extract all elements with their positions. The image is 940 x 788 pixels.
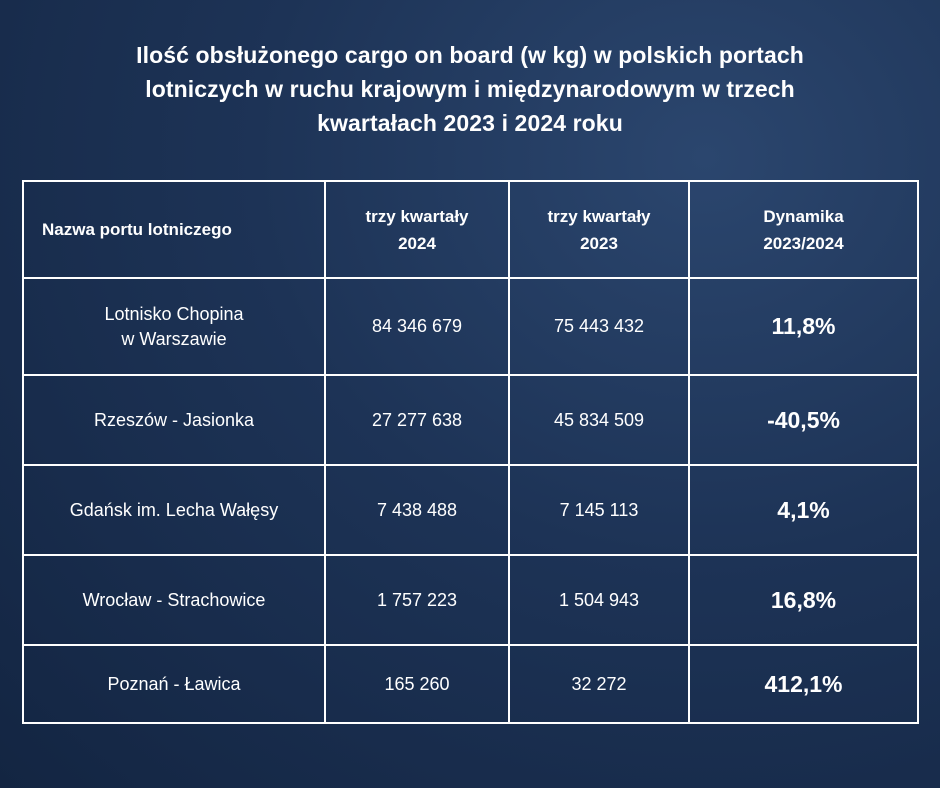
header-2024-line: 2024 [398,233,436,253]
title-line: lotniczych w ruchu krajowym i międzynaro… [145,76,795,102]
header-row: Nazwa portu lotniczego trzy kwartały 202… [22,180,919,279]
header-dynamics: Dynamika 2023/2024 [688,180,919,279]
table-row: Lotnisko Chopina w Warszawie 84 346 679 … [22,277,919,376]
port-name-line: Poznań - Ławica [107,673,241,694]
cell-2024: 27 277 638 [324,374,510,466]
header-port-name: Nazwa portu lotniczego [22,180,326,279]
cell-2023: 1 504 943 [508,554,690,646]
title-line: kwartałach 2023 i 2024 roku [317,110,623,136]
cell-2024: 7 438 488 [324,464,510,556]
header-dynamics-line: Dynamika [763,206,844,226]
cell-2023: 32 272 [508,644,690,724]
cell-2024: 84 346 679 [324,277,510,376]
port-name-line: Wrocław - Strachowice [82,589,266,610]
header-2023-line: 2023 [580,233,618,253]
cell-2024: 1 757 223 [324,554,510,646]
header-2023: trzy kwartały 2023 [508,180,690,279]
cell-2024: 165 260 [324,644,510,724]
cell-port-name: Gdańsk im. Lecha Wałęsy [22,464,326,556]
cell-port-name: Lotnisko Chopina w Warszawie [22,277,326,376]
cell-dynamics: -40,5% [688,374,919,466]
page-title: Ilość obsłużonego cargo on board (w kg) … [60,38,880,140]
table-row: Wrocław - Strachowice 1 757 223 1 504 94… [22,554,919,646]
cell-port-name: Wrocław - Strachowice [22,554,326,646]
table-row: Poznań - Ławica 165 260 32 272 412,1% [22,644,919,724]
table-row: Rzeszów - Jasionka 27 277 638 45 834 509… [22,374,919,466]
header-2023-line: trzy kwartały [547,206,651,226]
header-dynamics-line: 2023/2024 [763,233,844,253]
cell-dynamics: 4,1% [688,464,919,556]
port-name-line: Lotnisko Chopina [104,303,244,324]
cell-2023: 45 834 509 [508,374,690,466]
port-name-line: w Warszawie [121,328,227,349]
title-line: Ilość obsłużonego cargo on board (w kg) … [136,42,804,68]
header-2024-line: trzy kwartały [365,206,469,226]
port-name-line: Gdańsk im. Lecha Wałęsy [69,499,279,520]
table-row: Gdańsk im. Lecha Wałęsy 7 438 488 7 145 … [22,464,919,556]
cell-dynamics: 16,8% [688,554,919,646]
port-name-line: Rzeszów - Jasionka [93,409,255,430]
cell-port-name: Poznań - Ławica [22,644,326,724]
cargo-table: Nazwa portu lotniczego trzy kwartały 202… [22,180,919,724]
cell-dynamics: 412,1% [688,644,919,724]
cell-2023: 75 443 432 [508,277,690,376]
cell-2023: 7 145 113 [508,464,690,556]
header-2024: trzy kwartały 2024 [324,180,510,279]
cell-dynamics: 11,8% [688,277,919,376]
cell-port-name: Rzeszów - Jasionka [22,374,326,466]
